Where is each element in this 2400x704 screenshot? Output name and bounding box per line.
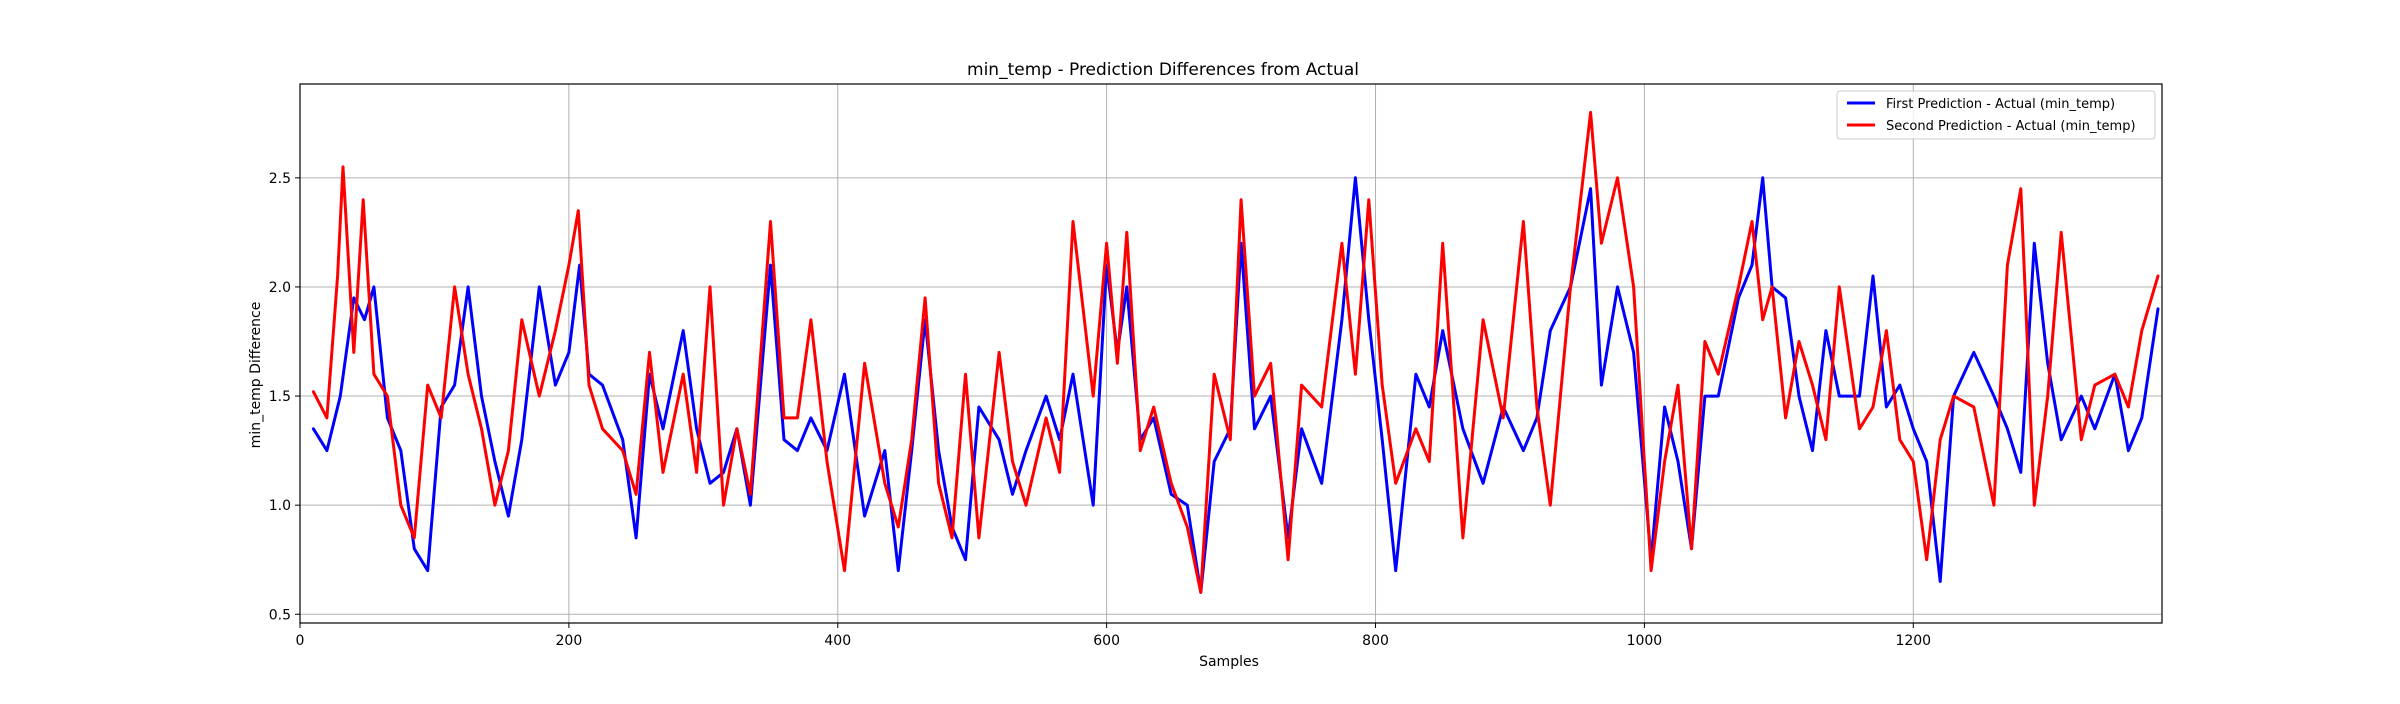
legend-label-first: First Prediction - Actual (min_temp) xyxy=(1886,97,2115,112)
axis-ticks: 0 200 400 600 800 1000 1200 0.5 1.0 1.5 2.0 2.5 xyxy=(269,171,1931,649)
y-tick-label: 2.5 xyxy=(269,171,291,187)
legend-label-second: Second Prediction - Actual (min_temp) xyxy=(1886,119,2136,134)
chart-title: min_temp - Prediction Differences from A… xyxy=(967,60,1359,80)
x-tick-label: 1000 xyxy=(1627,633,1663,649)
y-axis-label: min_temp Difference xyxy=(248,302,264,449)
y-tick-label: 1.0 xyxy=(269,498,291,514)
y-tick-label: 0.5 xyxy=(269,607,291,623)
y-tick-label: 1.5 xyxy=(269,389,291,405)
x-tick-label: 800 xyxy=(1362,633,1389,649)
y-tick-label: 2.0 xyxy=(269,280,291,296)
series-line-second-prediction xyxy=(311,110,2160,594)
axes-frame xyxy=(299,83,2163,624)
legend-box xyxy=(1836,90,2156,140)
x-tick-label: 1200 xyxy=(1895,633,1931,649)
x-axis-label: Samples xyxy=(1199,654,1259,670)
x-tick-label: 600 xyxy=(1093,633,1120,649)
legend: First Prediction - Actual (min_temp) Sec… xyxy=(1836,90,2156,140)
series-lines xyxy=(311,110,2160,594)
x-tick-label: 200 xyxy=(556,633,583,649)
x-tick-label: 400 xyxy=(824,633,851,649)
x-tick-label: 0 xyxy=(296,633,305,649)
